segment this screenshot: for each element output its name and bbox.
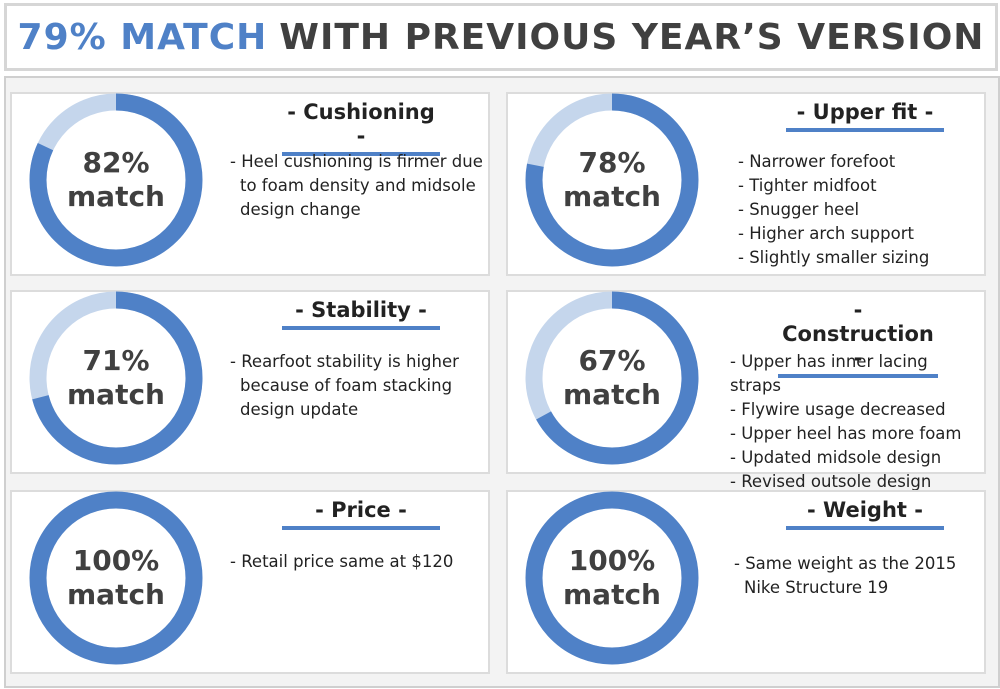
note-item: - Flywire usage decreased xyxy=(730,400,946,419)
donut-center-label-cushioning: 82% match xyxy=(46,146,186,214)
note-item: - Tighter midfoot xyxy=(738,176,877,195)
panel-heading-stability: - Stability - xyxy=(282,298,440,330)
note-item: - Higher arch support xyxy=(738,224,914,243)
panel-heading-price: - Price - xyxy=(282,498,440,530)
note-item: - Heel cushioning is firmer due xyxy=(230,152,483,171)
note-item: - Same weight as the 2015 xyxy=(734,554,957,573)
percent-value: 100% xyxy=(568,544,656,577)
donut-center-label-construction: 67% match xyxy=(542,344,682,412)
panel-upper-fit: 78% match - Upper fit - - Narrower forefoot… xyxy=(506,92,986,276)
match-label: match xyxy=(67,578,165,611)
panel-heading-weight: - Weight - xyxy=(786,498,944,530)
title-highlight: 79% MATCH xyxy=(17,16,268,58)
notes-list-weight: - Same weight as the 2015 Nike Structure … xyxy=(734,552,956,600)
donut-center-label-price: 100% match xyxy=(46,544,186,612)
note-item: - Revised outsole design xyxy=(730,472,932,491)
note-item: to foam density and midsole xyxy=(240,176,476,195)
note-item: - Updated midsole design xyxy=(730,448,942,467)
panel-price: 100% match - Price - - Retail price same at… xyxy=(10,490,490,674)
donut-value-arc-price xyxy=(29,491,203,665)
note-item: design update xyxy=(240,400,359,419)
panel-heading-construction: - Construction - xyxy=(778,298,938,378)
match-label: match xyxy=(67,180,165,213)
match-label: match xyxy=(563,180,661,213)
donut-weight xyxy=(525,491,699,665)
donut-price xyxy=(29,491,203,665)
panel-heading-upper-fit: - Upper fit - xyxy=(786,100,944,132)
panel-stability: 71% match - Stability - - Rearfoot stabilit… xyxy=(10,290,490,474)
donut-value-arc-stability xyxy=(29,291,203,465)
percent-value: 71% xyxy=(82,344,150,377)
note-item: because of foam stacking xyxy=(240,376,453,395)
panel-construction: 67% match - Construction -- Upper has inne… xyxy=(506,290,986,491)
donut-value-arc-cushioning xyxy=(29,93,203,267)
donut-center-label-weight: 100% match xyxy=(542,544,682,612)
notes-list-stability: - Rearfoot stability is higher because of… xyxy=(230,350,459,422)
notes-list-cushioning: - Heel cushioning is firmer due to foam d… xyxy=(230,150,483,222)
notes-list-upper-fit: - Narrower forefoot - Tighter midfoot - Sn… xyxy=(738,150,929,270)
note-item: - Upper has inner lacing straps xyxy=(730,352,928,395)
donut-construction xyxy=(525,291,699,465)
donut-cushioning xyxy=(29,93,203,267)
page-title: 79% MATCH WITH PREVIOUS YEAR’S VERSION xyxy=(4,3,998,71)
note-item: - Snugger heel xyxy=(738,200,860,219)
note-item: - Rearfoot stability is higher xyxy=(230,352,459,371)
notes-list-construction: - Upper has inner lacing straps - Flywire… xyxy=(730,350,984,494)
panel-heading-cushioning: - Cushioning - xyxy=(282,100,440,156)
donut-value-arc-upper-fit xyxy=(525,93,699,267)
donut-upper-fit xyxy=(525,93,699,267)
title-rest: WITH PREVIOUS YEAR’S VERSION xyxy=(279,16,985,58)
note-item: Nike Structure 19 xyxy=(744,578,889,597)
donut-stability xyxy=(29,291,203,465)
donut-center-label-upper-fit: 78% match xyxy=(542,146,682,214)
percent-value: 100% xyxy=(72,544,160,577)
donut-center-label-stability: 71% match xyxy=(46,344,186,412)
panel-weight: 100% match - Weight - - Same weight as the … xyxy=(506,490,986,674)
donut-value-arc-weight xyxy=(525,491,699,665)
donut-value-arc-construction xyxy=(525,291,699,465)
percent-value: 82% xyxy=(82,146,150,179)
note-item: - Slightly smaller sizing xyxy=(738,248,930,267)
note-item: - Upper heel has more foam xyxy=(730,424,962,443)
match-label: match xyxy=(563,378,661,411)
note-item: - Narrower forefoot xyxy=(738,152,896,171)
match-label: match xyxy=(563,578,661,611)
percent-value: 67% xyxy=(578,344,646,377)
notes-list-price: - Retail price same at $120 xyxy=(230,550,453,574)
note-item: - Retail price same at $120 xyxy=(230,552,454,571)
match-label: match xyxy=(67,378,165,411)
percent-value: 78% xyxy=(578,146,646,179)
note-item: design change xyxy=(240,200,361,219)
panel-cushioning: 82% match - Cushioning -- Heel cushioning … xyxy=(10,92,490,276)
